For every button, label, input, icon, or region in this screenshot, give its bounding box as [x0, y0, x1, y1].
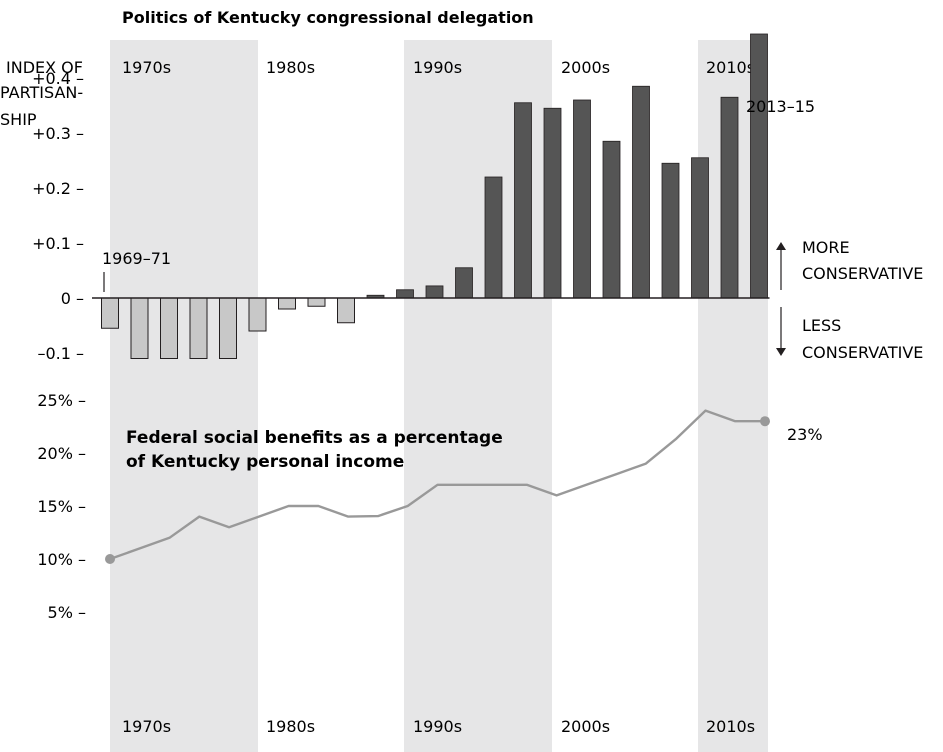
top-decade-label: 1980s [266, 58, 315, 77]
bottom-y-ticks: 25% – 20% – 15% – 10% – 5% – [37, 391, 86, 622]
top-y-tick-label: 0 – [61, 289, 84, 308]
partisanship-bar [396, 289, 414, 299]
arrow-up-icon [776, 242, 786, 250]
benefits-endpoints [105, 416, 770, 564]
top-decade-label: 1990s [413, 58, 462, 77]
bottom-decade-label: 2000s [561, 717, 610, 736]
top-y-tick-label: –0.1 – [37, 344, 84, 363]
top-decade-labels: 1970s 1980s 1990s 2000s 2010s [122, 58, 755, 77]
partisanship-bar [484, 176, 503, 299]
partisanship-bar [691, 157, 709, 299]
bottom-decade-labels: 1970s 1980s 1990s 2000s 2010s [122, 717, 755, 736]
partisanship-bar [337, 297, 355, 324]
less-label-line-2: CONSERVATIVE [802, 343, 923, 362]
top-y-tick-label: +0.4 – [32, 69, 84, 88]
partisanship-bar [543, 107, 562, 299]
partisanship-bar [661, 162, 680, 299]
y-label-line-3: SHIP [0, 110, 37, 129]
top-chart-title: Politics of Kentucky congressional deleg… [122, 8, 534, 27]
more-label-line-2: CONSERVATIVE [802, 264, 923, 283]
top-y-axis-label: INDEX OF PARTISAN- SHIP [0, 58, 83, 129]
bottom-decade-label: 1970s [122, 717, 171, 736]
y-label-line-1: INDEX OF [6, 58, 83, 77]
partisanship-bar [219, 297, 237, 359]
bottom-y-tick-label: 15% – [37, 497, 86, 516]
partisanship-bar [632, 85, 650, 299]
top-y-ticks: +0.4 – +0.3 – +0.2 – +0.1 – 0 – –0.1 – [32, 69, 84, 363]
partisanship-bar [750, 33, 768, 299]
benefits-endpoint [105, 554, 115, 564]
benefits-series-line [109, 409, 765, 561]
top-y-tick-label: +0.1 – [32, 234, 84, 253]
bottom-y-tick-label: 20% – [37, 444, 86, 463]
more-label-line-1: MORE [802, 238, 850, 257]
partisanship-bar [160, 297, 178, 359]
bottom-chart-title-line-2: of Kentucky personal income [126, 452, 404, 472]
bottom-y-tick-label: 5% – [48, 603, 86, 622]
bottom-decade-label: 2010s [706, 717, 755, 736]
bottom-chart-title-line-1: Federal social benefits as a percentage [126, 428, 503, 448]
bottom-decade-label: 1990s [413, 717, 462, 736]
bottom-y-tick-label: 25% – [37, 391, 86, 410]
end-value-label: 23% [787, 425, 823, 444]
bottom-y-tick-label: 10% – [37, 550, 86, 569]
partisanship-bar [425, 285, 444, 299]
decade-bands [110, 40, 768, 752]
top-decade-label: 1970s [122, 58, 171, 77]
arrow-down-icon [776, 348, 786, 356]
top-decade-label: 2010s [706, 58, 755, 77]
top-y-tick-label: +0.2 – [32, 179, 84, 198]
first-annotation: 1969–71 [102, 249, 171, 268]
top-decade-label: 2000s [561, 58, 610, 77]
last-annotation: 2013–15 [746, 97, 815, 116]
more-conservative-indicator: MORE CONSERVATIVE [776, 238, 923, 290]
partisanship-bar [189, 297, 208, 359]
partisanship-bar [514, 102, 532, 299]
bottom-decade-label: 1980s [266, 717, 315, 736]
partisanship-bar [278, 297, 296, 310]
partisanship-bar [602, 140, 621, 299]
partisanship-bar [455, 267, 473, 299]
partisanship-bar [101, 297, 119, 329]
decade-band-0 [110, 40, 258, 752]
partisanship-bar [130, 297, 149, 359]
partisanship-bar [573, 99, 591, 299]
less-conservative-indicator: LESS CONSERVATIVE [776, 307, 923, 362]
partisanship-bar [720, 96, 739, 299]
partisanship-bars [101, 33, 768, 359]
top-y-tick-label: +0.3 – [32, 124, 84, 143]
y-label-line-2: PARTISAN- [0, 83, 83, 102]
partisanship-bar [307, 297, 326, 307]
partisanship-bar [248, 297, 267, 332]
benefits-endpoint [760, 416, 770, 427]
less-label-line-1: LESS [802, 316, 841, 335]
